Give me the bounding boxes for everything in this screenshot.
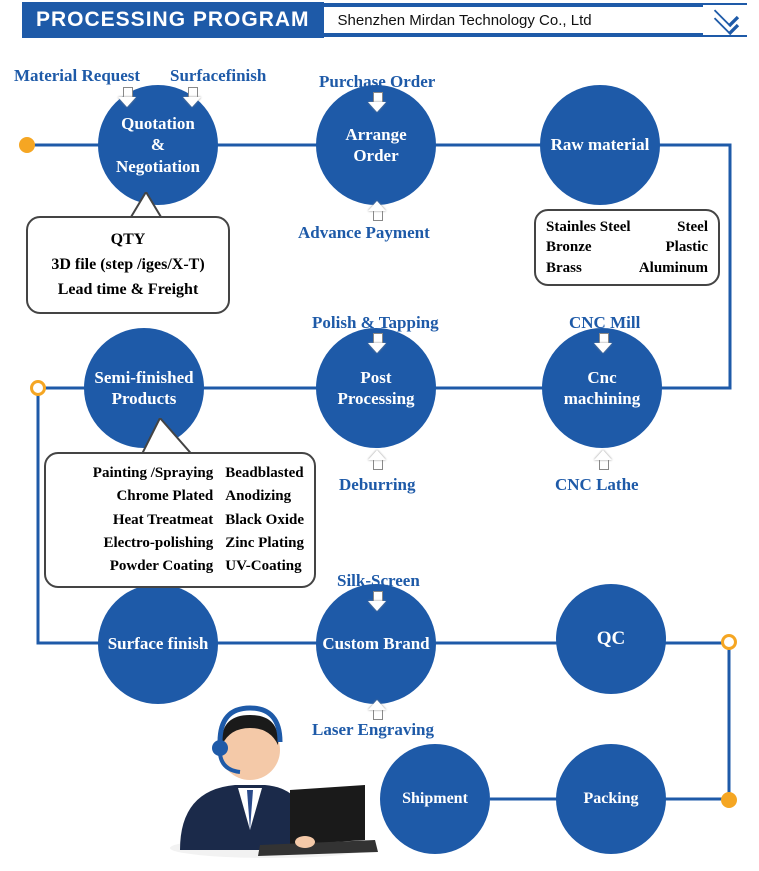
- flow-row2-dot: [30, 380, 46, 396]
- callout-line: Lead time & Freight: [42, 278, 214, 303]
- callout-item: UV-Coating: [225, 555, 304, 578]
- node-label: Shipment: [402, 789, 468, 809]
- callout-line: 3D file (step /iges/X-T): [42, 253, 214, 278]
- callout-item: Electro-polishing: [56, 532, 213, 555]
- callout-item: Anodizing: [225, 485, 304, 508]
- node-label: Surface finish: [108, 633, 209, 654]
- arrow-down-icon: [370, 92, 384, 112]
- arrow-down-icon: [370, 591, 384, 611]
- callout-item: Steel: [639, 217, 708, 237]
- callout-item: Plastic: [639, 237, 708, 257]
- arrow-down-icon: [185, 87, 199, 107]
- label-cnc-lathe: CNC Lathe: [555, 475, 639, 495]
- operator-avatar-icon: [140, 690, 380, 860]
- callout-line: QTY: [42, 228, 214, 253]
- label-polish-tapping: Polish & Tapping: [312, 313, 439, 333]
- callout-item: Painting /Spraying: [56, 462, 213, 485]
- node-label: Packing: [583, 789, 638, 809]
- node-label: Cnc machining: [548, 367, 656, 410]
- callout-item: Black Oxide: [225, 509, 304, 532]
- node-label: Raw material: [551, 134, 650, 155]
- label-silk-screen: Silk-Screen: [337, 571, 420, 591]
- callout-item: Zinc Plating: [225, 532, 304, 555]
- node-label: Custom Brand: [322, 633, 429, 654]
- callout-materials: Stainles Steel Bronze Brass Steel Plasti…: [534, 209, 720, 286]
- label-cnc-mill: CNC Mill: [569, 313, 640, 333]
- arrow-up-icon: [596, 450, 610, 470]
- chevron-down-icon: [703, 3, 747, 37]
- label-advance-payment: Advance Payment: [298, 223, 430, 243]
- node-label: Semi-finished Products: [94, 367, 193, 410]
- node-surface-finish: Surface finish: [98, 584, 218, 704]
- node-raw-material: Raw material: [540, 85, 660, 205]
- flow-row3-dot: [721, 634, 737, 650]
- callout-finishes: Painting /Spraying Chrome Plated Heat Tr…: [44, 452, 316, 588]
- callout-item: Brass: [546, 258, 631, 278]
- node-label: Quotation & Negotiation: [116, 113, 200, 177]
- label-surfacefinish: Surfacefinish: [170, 66, 266, 86]
- callout-item: Aluminum: [639, 258, 708, 278]
- arrow-up-icon: [370, 201, 384, 221]
- callout-item: Chrome Plated: [56, 485, 213, 508]
- callout-item: Bronze: [546, 237, 631, 257]
- header-company: Shenzhen Mirdan Technology Co., Ltd: [324, 5, 703, 35]
- label-material-request: Material Request: [14, 66, 140, 86]
- callout-item: Heat Treatmeat: [56, 509, 213, 532]
- node-shipment: Shipment: [380, 744, 490, 854]
- callout-item: Powder Coating: [56, 555, 213, 578]
- arrow-down-icon: [370, 333, 384, 353]
- label-deburring: Deburring: [339, 475, 416, 495]
- callout-item: Stainles Steel: [546, 217, 631, 237]
- flow-end-dot: [721, 792, 737, 808]
- header-title: PROCESSING PROGRAM: [22, 2, 324, 38]
- arrow-down-icon: [120, 87, 134, 107]
- node-label: Arrange Order: [345, 124, 406, 167]
- callout-qty: QTY 3D file (step /iges/X-T) Lead time &…: [26, 216, 230, 314]
- node-qc: QC: [556, 584, 666, 694]
- arrow-up-icon: [370, 450, 384, 470]
- node-label: Post Processing: [337, 367, 414, 410]
- node-packing: Packing: [556, 744, 666, 854]
- label-purchase-order: Purchase Order: [319, 72, 435, 92]
- header: PROCESSING PROGRAM Shenzhen Mirdan Techn…: [22, 3, 747, 37]
- arrow-down-icon: [596, 333, 610, 353]
- node-label: QC: [597, 627, 626, 651]
- flow-start-dot: [19, 137, 35, 153]
- callout-item: Beadblasted: [225, 462, 304, 485]
